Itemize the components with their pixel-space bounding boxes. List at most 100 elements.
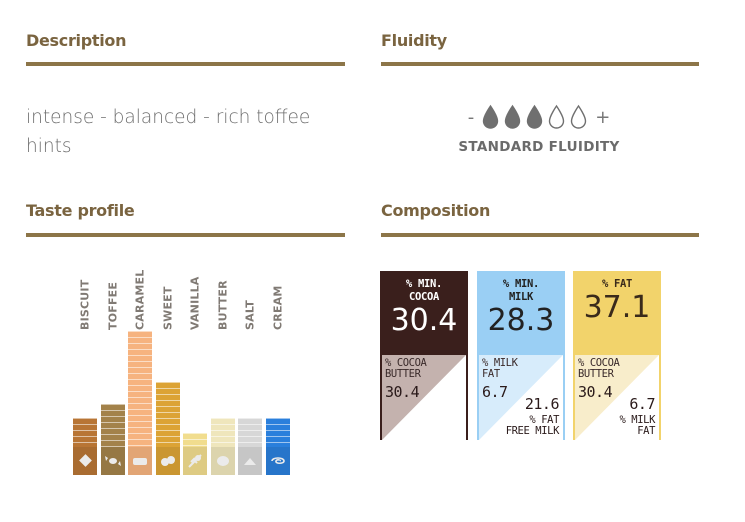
card-secondary-label: % MILK FAT xyxy=(619,415,655,437)
drop-empty-icon xyxy=(571,104,587,129)
card-secondary-label-line2: FAT xyxy=(637,425,655,437)
card-secondary-label-line1: % FAT xyxy=(529,414,559,426)
taste-icon-tile xyxy=(100,447,125,475)
card-top-label-line1: % FAT xyxy=(601,278,633,290)
cream-swirl-icon xyxy=(270,457,285,465)
card-sub-label-line1: % MILK xyxy=(482,357,518,369)
drop-filled-icon xyxy=(527,104,543,129)
card-sub-value: 30.4 xyxy=(578,383,613,401)
card-bottom: % COCOA BUTTER 30.4 xyxy=(382,355,466,440)
composition-divider xyxy=(381,233,699,237)
card-sub-value: 30.4 xyxy=(385,383,420,401)
card-top-label-line2: MILK xyxy=(508,291,534,303)
taste-label: BISCUIT xyxy=(75,270,95,330)
card-top-label-line1: % MIN. xyxy=(405,278,443,290)
taste-profile-chart: BISCUIT TOFFEE CARAMEL SWEET VANILLA BUTTER SA… xyxy=(73,270,295,475)
taste-bar xyxy=(265,418,290,447)
taste-icon-tile xyxy=(183,447,207,475)
taste-label-text: SWEET xyxy=(161,286,174,330)
drop-filled-icon xyxy=(505,104,521,129)
taste-label-text: TOFFEE xyxy=(106,281,119,330)
card-secondary-label-line2: FREE MILK xyxy=(505,425,560,437)
card-top-value: 28.3 xyxy=(487,303,555,338)
taste-label-text: BUTTER xyxy=(216,280,229,330)
card-diagonal-split xyxy=(479,355,563,440)
card-secondary-value: 6.7 xyxy=(629,395,655,413)
taste-bar xyxy=(128,331,152,447)
taste-profile-title: Taste profile xyxy=(26,201,135,220)
taste-label: TOFFEE xyxy=(103,270,123,330)
taste-column-sweet: SWEET xyxy=(155,270,180,475)
fluidity-minus: - xyxy=(467,106,475,128)
taste-column-vanilla: VANILLA xyxy=(183,270,207,475)
card-sub-label-line2: FAT xyxy=(482,368,500,380)
toffee-candy-icon xyxy=(104,456,121,466)
taste-label-text: VANILLA xyxy=(188,276,202,330)
card-top: % MIN. MILK 28.3 xyxy=(479,273,563,355)
taste-icon-tile xyxy=(155,447,180,475)
taste-icon-tile xyxy=(73,447,97,475)
biscuit-icon xyxy=(79,454,92,467)
taste-column-cream: CREAM xyxy=(265,270,290,475)
card-secondary-label-line1: % MILK xyxy=(619,414,655,426)
card-top-label: % FAT xyxy=(575,278,659,291)
taste-column-butter: BUTTER xyxy=(210,270,235,475)
composition-card: % MIN. MILK 28.3 % MILK FAT 6.7 21.6% FAT FREE … xyxy=(477,271,565,440)
card-top-value: 30.4 xyxy=(390,303,458,338)
taste-icon-tile xyxy=(238,447,262,475)
caramel-icon xyxy=(133,458,147,465)
card-bottom: % MILK FAT 6.7 21.6% FAT FREE MILK xyxy=(479,355,563,440)
fluidity-plus: + xyxy=(595,106,611,128)
taste-label: SWEET xyxy=(158,270,178,330)
card-top-label-line2: COCOA xyxy=(408,291,440,303)
card-sub-label-line2: BUTTER xyxy=(385,368,421,380)
card-sub-label-line1: % COCOA xyxy=(385,357,427,369)
taste-label: CREAM xyxy=(268,270,288,330)
description-title: Description xyxy=(26,31,127,50)
card-sub-label: % MILK FAT xyxy=(482,358,518,380)
card-sub-label-line1: % COCOA xyxy=(578,357,620,369)
description-text: intense - balanced - rich toffee hints xyxy=(26,107,311,157)
drop-filled-icon xyxy=(483,104,499,129)
taste-label-text: SALT xyxy=(243,300,257,330)
fluidity-title: Fluidity xyxy=(381,31,447,50)
taste-label-text: CARAMEL xyxy=(133,269,147,330)
taste-bar xyxy=(100,403,125,447)
card-sub-label: % COCOA BUTTER xyxy=(578,357,620,380)
card-diagonal-split xyxy=(382,355,466,440)
sugar-cubes-icon xyxy=(160,456,175,466)
taste-profile-divider xyxy=(26,233,345,237)
salt-icon xyxy=(244,458,256,465)
card-top-label: % MIN. MILK xyxy=(479,278,563,304)
taste-bar xyxy=(73,418,97,447)
fluidity-divider xyxy=(381,62,699,66)
card-sub-label: % COCOA BUTTER xyxy=(385,357,427,380)
taste-column-toffee: TOFFEE xyxy=(100,270,125,475)
taste-icon-tile xyxy=(265,447,290,475)
composition-title: Composition xyxy=(381,201,491,220)
card-secondary-label: % FAT FREE MILK xyxy=(505,414,560,437)
taste-label: BUTTER xyxy=(213,270,233,330)
vanilla-flower-icon xyxy=(188,454,202,468)
fluidity-label: STANDARD FLUIDITY xyxy=(458,139,620,155)
taste-label: CARAMEL xyxy=(130,270,150,330)
composition-card: % FAT 37.1% COCOA BUTTER 30.4 6.7% MILK FAT xyxy=(573,271,661,440)
fluidity-indicator: - + STANDARD FLUIDITY xyxy=(380,104,698,155)
fluidity-drops: - + xyxy=(380,104,698,130)
card-sub-value: 6.7 xyxy=(482,383,508,401)
taste-bar xyxy=(238,418,262,447)
taste-bar xyxy=(210,418,235,447)
taste-column-caramel: CARAMEL xyxy=(128,270,152,475)
card-secondary-value: 21.6 xyxy=(524,395,560,413)
card-top: % MIN. COCOA 30.4 xyxy=(382,273,466,355)
card-bottom: % COCOA BUTTER 30.4 6.7% MILK FAT xyxy=(575,355,659,440)
taste-label: SALT xyxy=(240,270,260,330)
taste-label-text: CREAM xyxy=(271,285,284,330)
butter-icon xyxy=(216,456,229,466)
card-top-label: % MIN. COCOA xyxy=(382,278,466,304)
card-diagonal-split xyxy=(575,355,659,440)
composition-card: % MIN. COCOA 30.4% COCOA BUTTER 30.4 xyxy=(380,271,468,440)
taste-column-salt: SALT xyxy=(238,270,262,475)
card-top: % FAT 37.1 xyxy=(575,273,659,355)
card-top-label-line1: % MIN. xyxy=(502,278,540,290)
